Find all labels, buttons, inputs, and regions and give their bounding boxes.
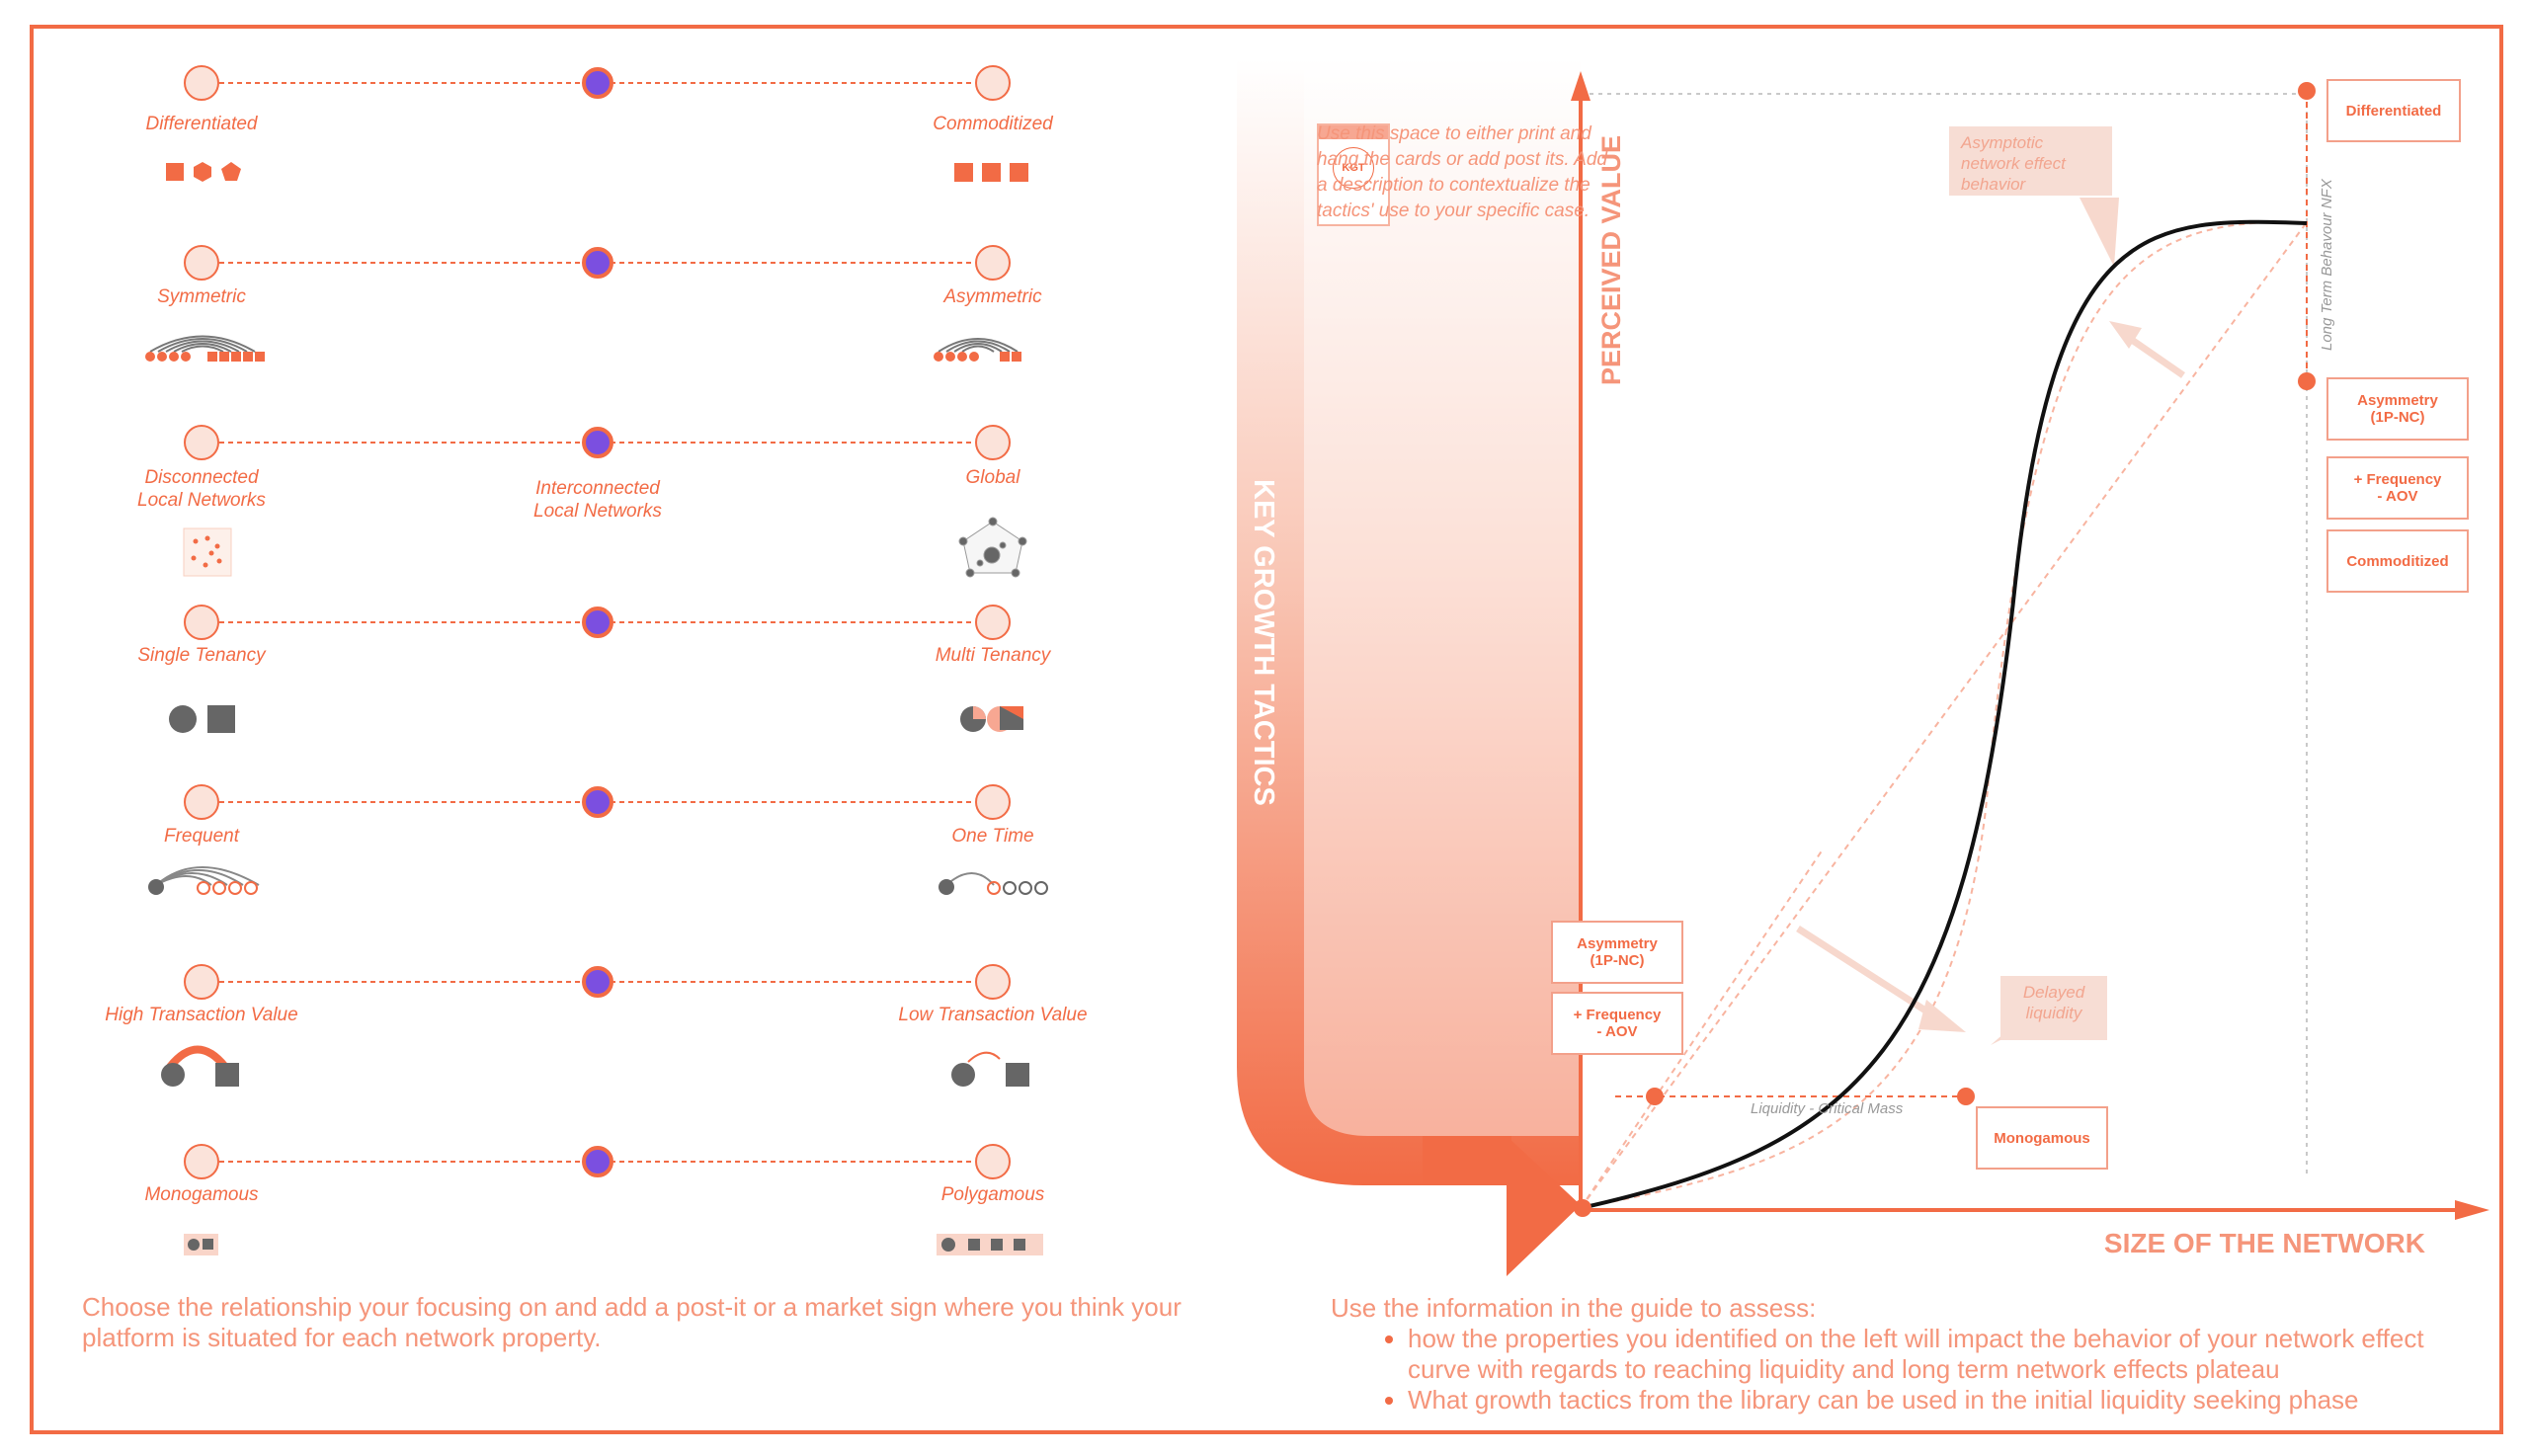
spectrum-end-right bbox=[975, 784, 1011, 820]
high-transaction-icon bbox=[161, 1045, 239, 1087]
liquidity-label: Liquidity - Critical Mass bbox=[1751, 1100, 1904, 1117]
spectrum-label-right: Asymmetric bbox=[943, 286, 1042, 307]
long-term-label: Long Term Behavour NFX bbox=[2319, 178, 2335, 351]
page-frame bbox=[30, 25, 2503, 1434]
assessment-item: how the properties you identified on the… bbox=[1408, 1324, 2467, 1385]
spectrum-marker[interactable] bbox=[582, 247, 613, 279]
spectrum-label-left: Differentiated bbox=[145, 114, 258, 134]
spectrum-label-left: High Transaction Value bbox=[105, 1005, 298, 1025]
card-asymmetry-right[interactable]: Asymmetry (1P-NC) bbox=[2326, 377, 2469, 441]
commoditized-shapes-icon bbox=[954, 163, 1028, 182]
disconnected-networks-icon bbox=[183, 527, 232, 577]
kgt-vertical-title: KEY GROWTH TACTICS bbox=[1248, 479, 1279, 806]
assessment-item: What growth tactics from the library can… bbox=[1408, 1385, 2467, 1416]
spectrum-end-right bbox=[975, 605, 1011, 640]
card-frequency-left[interactable]: + Frequency - AOV bbox=[1551, 992, 1683, 1055]
card-asymmetry-left[interactable]: Asymmetry (1P-NC) bbox=[1551, 921, 1683, 984]
symmetric-nodes-icon bbox=[145, 352, 265, 362]
spectrum-end-right bbox=[975, 1144, 1011, 1179]
asymmetric-arcs-icon bbox=[938, 338, 1019, 353]
spectrum-end-right bbox=[975, 245, 1011, 281]
spectrum-label-right: Polygamous bbox=[940, 1184, 1045, 1205]
x-axis-title: SIZE OF THE NETWORK bbox=[2104, 1228, 2425, 1258]
spectrum-label-right: One Time bbox=[951, 826, 1034, 847]
monogamous-icon bbox=[184, 1234, 218, 1255]
spectrum-label-middle: Interconnected Local Networks bbox=[533, 478, 662, 522]
spectrum-end-left bbox=[184, 964, 219, 1000]
delayed-liquidity-note: Delayed liquidity bbox=[2000, 976, 2107, 1040]
spectrum-marker[interactable] bbox=[582, 966, 613, 998]
asymmetric-nodes-icon bbox=[934, 352, 1021, 362]
polygamous-icon bbox=[937, 1234, 1043, 1255]
single-tenancy-icon bbox=[169, 705, 235, 733]
kgt-badge: KGT bbox=[1333, 147, 1374, 189]
spectrum-label-right: Global bbox=[965, 467, 1020, 488]
kgt-arrow-icon bbox=[1507, 1136, 1581, 1276]
card-frequency-right[interactable]: + Frequency - AOV bbox=[2326, 456, 2469, 520]
spectrum-end-left bbox=[184, 605, 219, 640]
kgt-card-icon: KGT bbox=[1317, 123, 1390, 226]
spectrum-label-left: Single Tenancy bbox=[137, 645, 266, 666]
spectrum-end-left bbox=[184, 784, 219, 820]
spectrum-label-left: Frequent bbox=[163, 826, 240, 847]
spectrum-end-left bbox=[184, 245, 219, 281]
spectrum-label-right: Commoditized bbox=[933, 114, 1053, 134]
spectrum-label-left: Monogamous bbox=[144, 1184, 259, 1205]
right-instruction-intro: Use the information in the guide to asse… bbox=[1331, 1293, 1817, 1323]
card-commoditized[interactable]: Commoditized bbox=[2326, 529, 2469, 593]
spectrum-marker[interactable] bbox=[582, 607, 613, 638]
card-differentiated[interactable]: Differentiated bbox=[2326, 79, 2461, 142]
kgt-instructions: Use this space to either print and hang … bbox=[1317, 123, 1607, 221]
spectrum-end-left bbox=[184, 1144, 219, 1179]
spectrum-end-right bbox=[975, 964, 1011, 1000]
one-time-icon bbox=[938, 872, 1048, 895]
spectrum-end-right bbox=[975, 65, 1011, 101]
spectrum-label-right: Multi Tenancy bbox=[935, 645, 1051, 666]
frequent-icon bbox=[148, 866, 260, 895]
differentiated-shapes-icon bbox=[166, 162, 241, 182]
spectrum-end-left bbox=[184, 65, 219, 101]
assessment-list: how the properties you identified on the… bbox=[1331, 1324, 2467, 1416]
left-instruction: Choose the relationship your focusing on… bbox=[82, 1292, 1182, 1352]
spectrum-panel bbox=[145, 65, 1048, 1255]
spectrum-marker[interactable] bbox=[582, 67, 613, 99]
network-effect-curve bbox=[1580, 219, 2308, 1210]
symmetric-arcs-icon bbox=[149, 335, 256, 353]
right-instruction: Use the information in the guide to asse… bbox=[1331, 1293, 2467, 1416]
network-effect-graph: PERCEIVED VALUE SIZE OF THE NETWORK KEY … bbox=[1237, 59, 2489, 1276]
spectrum-label-right: Low Transaction Value bbox=[898, 1005, 1088, 1025]
spectrum-marker[interactable] bbox=[582, 427, 613, 458]
global-network-icon bbox=[958, 517, 1027, 578]
spectrum-label-left: Symmetric bbox=[157, 286, 246, 307]
kgt-band bbox=[1237, 59, 1581, 1185]
low-transaction-icon bbox=[951, 1051, 1029, 1087]
spectrum-label-left: Disconnected Local Networks bbox=[137, 467, 266, 511]
spectrum-marker[interactable] bbox=[582, 786, 613, 818]
asymptotic-note: Asymptotic network effect behavior bbox=[1949, 126, 2112, 196]
spectrum-end-left bbox=[184, 425, 219, 460]
y-axis-title: PERCEIVED VALUE bbox=[1596, 135, 1626, 385]
spectrum-end-right bbox=[975, 425, 1011, 460]
spectrum-marker[interactable] bbox=[582, 1146, 613, 1177]
multi-tenancy-icon bbox=[960, 706, 1023, 732]
card-monogamous[interactable]: Monogamous bbox=[1976, 1106, 2108, 1170]
